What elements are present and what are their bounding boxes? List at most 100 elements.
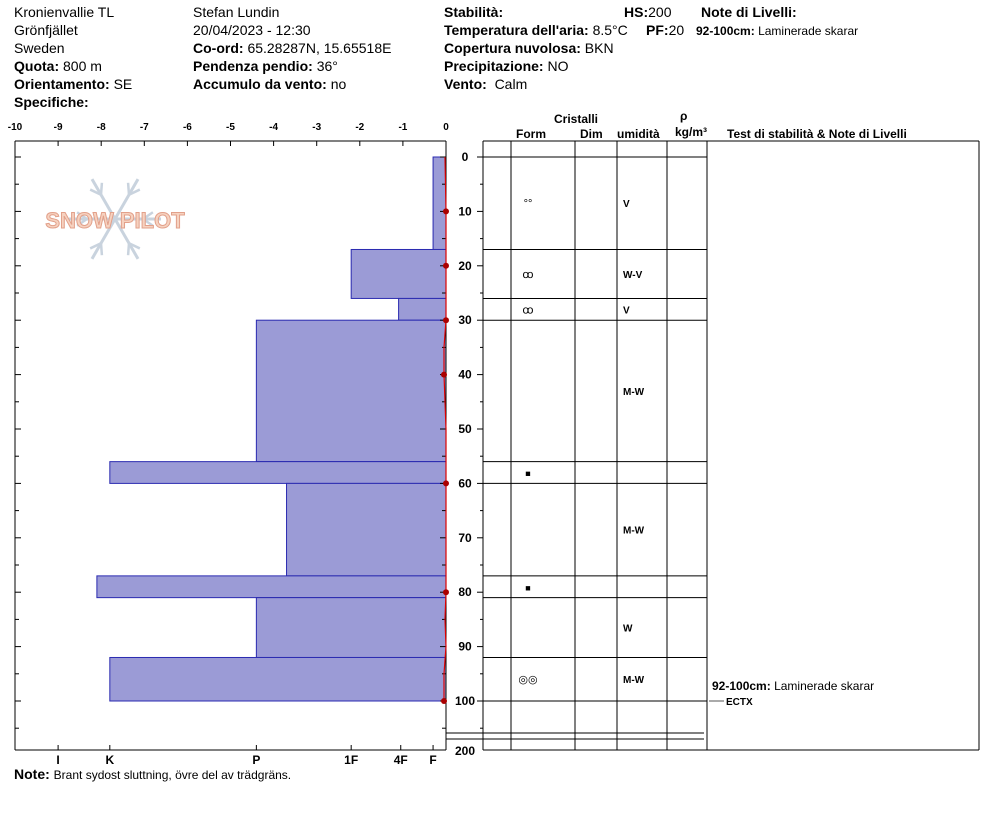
- hardness-tick-label: -8: [97, 122, 106, 133]
- hardness-tick-label: -5: [226, 122, 235, 133]
- snowflake-icon: [90, 178, 117, 220]
- depth-label: 100: [455, 694, 475, 708]
- snowflake-icon: [142, 217, 154, 227]
- coordinates-label: Co-ord:: [193, 40, 244, 56]
- hardness-bar: [255, 597, 447, 658]
- coordinates-value: 65.28287N, 15.65518E: [247, 40, 392, 56]
- air-temperature: Temperatura dell'aria: 8.5°C: [444, 21, 628, 39]
- precipitation-value: NO: [547, 58, 569, 74]
- hardness-bar: [286, 482, 447, 577]
- col-stability-tests: Test di stabilità & Note di Livelli: [727, 127, 907, 141]
- orientation: Orientamento: SE: [14, 75, 132, 93]
- depth-label: 80: [458, 585, 472, 599]
- orientation-value: SE: [113, 76, 133, 92]
- country: Sweden: [14, 40, 65, 56]
- col-density-unit: kg/m³: [675, 125, 708, 139]
- snowflake-icon: [76, 211, 88, 221]
- depth-label: 20: [458, 259, 472, 273]
- temperature-point: [441, 698, 447, 704]
- cloud-cover-label: Copertura nuvolosa:: [444, 40, 581, 56]
- hardness-bar: [398, 297, 447, 321]
- stability-label: Stabilità:: [444, 4, 504, 20]
- col-crystals: Cristalli: [554, 112, 599, 126]
- crystal-form-icon: ■: [525, 469, 530, 479]
- observer: Stefan Lundin: [193, 4, 280, 20]
- snowflake-icon: [89, 188, 102, 196]
- snow-height-label: HS:: [624, 4, 649, 20]
- slope-value: 36°: [316, 58, 338, 74]
- depth-label: 50: [458, 422, 472, 436]
- moisture-label: V: [623, 305, 630, 316]
- snowflake-icon: [142, 211, 154, 221]
- col-moisture: umidità: [617, 127, 660, 141]
- footer-note-text: Brant sydost sluttning, övre del av träd…: [53, 768, 292, 782]
- depth-label: 30: [458, 313, 472, 327]
- air-temperature-value: 8.5°C: [592, 22, 628, 38]
- depth-label: 60: [458, 476, 472, 490]
- hardness-tick-label: -9: [54, 122, 63, 133]
- moisture-label: W-V: [623, 270, 643, 281]
- quota-value: 800 m: [63, 58, 102, 74]
- temperature-line: [443, 156, 447, 701]
- snowpilot-logo: SNOW PILOT: [45, 208, 185, 233]
- hardness-bar: [109, 656, 447, 702]
- hardness-bar: [109, 461, 447, 484]
- crystal-form-icon: ◎◎: [518, 674, 537, 686]
- location: Kronienvallie TL: [14, 4, 115, 20]
- moisture-label: W: [623, 624, 633, 635]
- slope: Pendenza pendio: 36°: [193, 57, 338, 75]
- hardness-tick-label: -3: [312, 122, 321, 133]
- snow-height-value: 200: [648, 4, 672, 20]
- slope-label: Pendenza pendio:: [193, 58, 313, 74]
- col-form: Form: [516, 127, 546, 141]
- snowflake-icon: [99, 182, 104, 195]
- test-note: 92-100cm: Laminerade skarar: [712, 677, 874, 695]
- penetration-value: 20: [668, 22, 685, 38]
- snowflake-icon: [113, 218, 140, 260]
- hardness-scale-label: F: [429, 753, 436, 767]
- layer-notes-label: Note di Livelli:: [701, 4, 797, 20]
- col-density: ρ: [680, 109, 688, 123]
- col-dim: Dim: [580, 127, 603, 141]
- temperature-point: [443, 208, 449, 215]
- snowflake-icon: [128, 242, 141, 250]
- cloud-cover-value: BKN: [584, 40, 614, 56]
- temperature-point: [443, 589, 449, 596]
- precipitation-label: Precipitazione:: [444, 58, 544, 74]
- temperature-point: [443, 317, 449, 324]
- snowflake-icon: [126, 182, 131, 195]
- wind-loading-label: Accumulo da vento:: [193, 76, 327, 92]
- snowflake-icon: [99, 243, 104, 256]
- cloud-cover: Copertura nuvolosa: BKN: [444, 39, 614, 57]
- depth-label: 0: [462, 150, 469, 164]
- quota: Quota: 800 m: [14, 57, 102, 75]
- hardness-tick-label: -4: [269, 122, 278, 133]
- depth-label: 90: [458, 640, 472, 654]
- crystal-form-icon: ꝏ: [522, 269, 533, 281]
- hardness-scale-label: 1F: [344, 753, 358, 767]
- moisture-label: V: [623, 199, 630, 210]
- temperature-point: [443, 480, 449, 487]
- hardness-tick-label: -7: [140, 122, 149, 133]
- moisture-label: M-W: [623, 526, 645, 537]
- snow-height: HS:200: [624, 3, 671, 21]
- wind-loading: Accumulo da vento: no: [193, 75, 346, 93]
- wind-label: Vento:: [444, 76, 487, 92]
- hardness-tick-label: -6: [183, 122, 192, 133]
- hardness-bar: [350, 248, 447, 299]
- hardness-bar: [432, 156, 447, 250]
- snowflake-icon: [126, 243, 131, 256]
- snowflake-icon: [128, 188, 141, 196]
- hardness-scale-label: I: [56, 753, 59, 767]
- test-note-text: Laminerade skarar: [774, 679, 875, 693]
- coordinates: Co-ord: 65.28287N, 15.65518E: [193, 39, 391, 57]
- crystal-form-icon: ꝏ: [522, 304, 533, 316]
- depth-label: 10: [458, 204, 472, 218]
- wind-value: Calm: [494, 76, 528, 92]
- hardness-scale-label: 4F: [394, 753, 408, 767]
- depth-label: 40: [458, 368, 472, 382]
- snowflake-icon: [89, 242, 102, 250]
- footer-note: Note: Brant sydost sluttning, övre del a…: [14, 765, 291, 784]
